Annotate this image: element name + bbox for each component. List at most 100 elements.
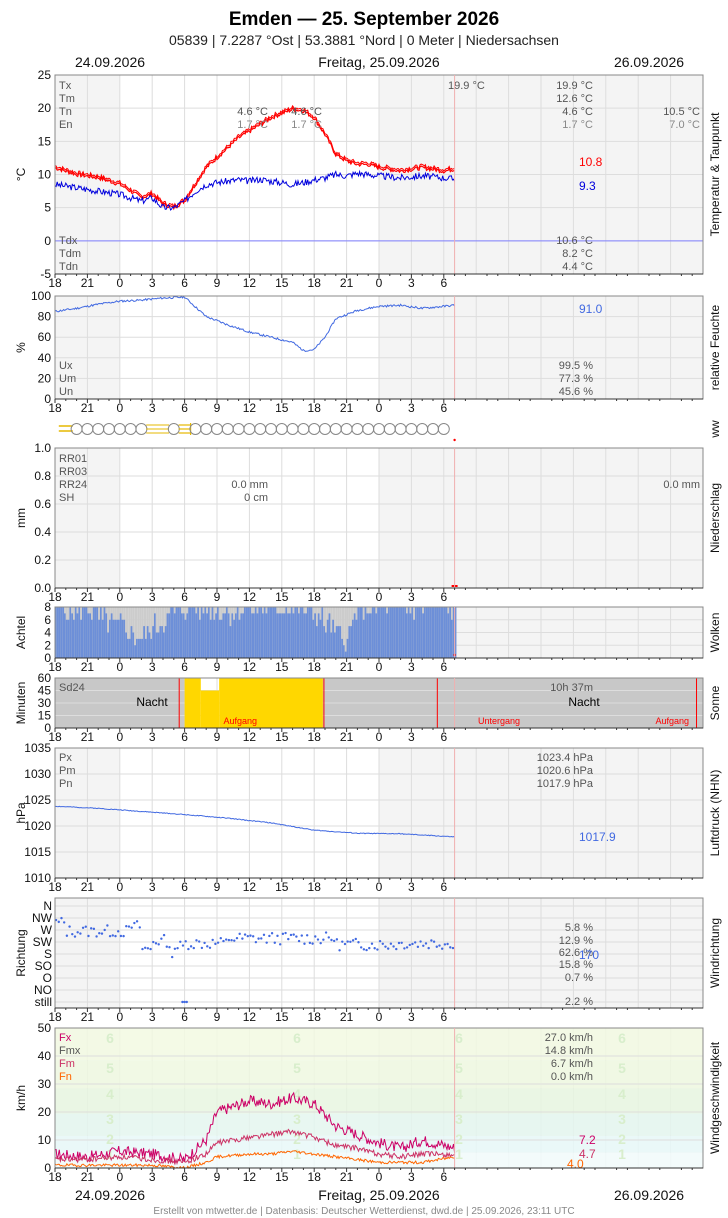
winddir-point [133,921,136,925]
windspeed-x-tick-label: 18 [48,1170,62,1184]
precip-side-label: Niederschlag [708,483,722,553]
cloud-cover-bar [442,607,444,658]
winddir-point [351,939,355,942]
cloud-background-bar [137,607,140,658]
cloud-cover-bar [249,607,252,658]
cloud-cover-bar [278,613,280,658]
footer-credit: Erstellt von mtwetter.de | Datenbasis: D… [153,1206,574,1217]
cloud-cover-bar [357,607,360,658]
winddir-point [222,939,225,943]
winddir-point [81,926,85,929]
winddir-y-tick-label: NW [32,911,53,925]
cloud-cover-bar [425,607,428,658]
ww-clear-symbol [308,423,321,435]
winddir-point [157,943,160,946]
winddir-point [389,942,393,945]
cloud-cover-bar [177,607,180,658]
winddir-point [332,939,336,943]
cloud-background-bar [136,607,138,658]
winddir-point [246,934,249,938]
ww-clear-symbol [232,423,245,435]
winddir-x-tick-label: 15 [275,1010,289,1024]
cloud-cover-bar [67,619,70,658]
winddir-point [219,937,222,940]
winddir-point [322,938,325,941]
cloud-cover-bar [431,607,433,658]
sun-x-tick-label: 18 [308,730,322,744]
sun-x-tick-label: 0 [376,730,383,744]
cloud-cover-bar [429,607,432,658]
windspeed-legend-label: Fm [59,1058,75,1070]
beaufort-number: 2 [293,1131,301,1147]
winddir-point [370,942,374,945]
cloud-cover-bar [256,613,259,658]
cloud-cover-bar [125,632,127,658]
cloud-cover-bar [380,607,383,658]
precip-y-tick-label: 0.6 [34,497,51,511]
winddir-point [146,947,150,950]
winddir-point [430,939,433,942]
cloud-cover-bar [211,607,214,658]
winddir-point [62,921,66,924]
humidity-y-tick-label: 100 [31,289,51,303]
cloud-cover-bar [452,607,455,658]
cloud-cover-bar [343,645,345,658]
cloud-cover-bar [377,607,379,658]
winddir-frequency: 15.8 % [559,959,593,971]
winddir-frequency: 5.8 % [565,922,593,934]
cloud-cover-bar [222,613,225,658]
cloud-cover-bar [386,613,388,658]
temperature-x-tick-label: 3 [149,276,156,290]
ww-clear-symbol [265,423,277,435]
cloud-cover-bar [136,638,138,658]
winddir-point [330,938,333,942]
winddir-x-tick-label: 18 [308,1010,322,1024]
cloud-cover-bar [76,613,79,658]
cloud-cover-bar [388,607,390,658]
cloud-cover-bar [319,619,322,658]
pressure-y-tick-label: 1010 [24,871,51,885]
winddir-y-tick-label: SO [35,959,52,973]
windspeed-legend-label: Fx [59,1032,72,1044]
winddir-point [435,945,438,948]
cloud-cover-bar [438,607,441,658]
cloud-cover-bar [411,607,414,658]
winddir-point [68,925,71,928]
temperature-x-tick-label: 0 [116,276,123,290]
winddir-point [200,946,204,950]
ww-clear-symbol [416,423,429,435]
cloud-cover-bar [73,619,75,658]
cloud-cover-bar [96,607,99,658]
dewpoint-value: 8.2 °C [562,248,593,260]
cloud-cover-bar [314,613,316,658]
beaufort-number: 4 [106,1086,114,1102]
winddir-point [408,943,411,947]
winddir-point [424,942,428,945]
winddir-point [187,947,190,951]
winddir-point [73,935,77,938]
cloud-cover-bar [332,619,334,658]
winddir-calm-point [181,1000,184,1004]
cloud-cover-bar [65,619,68,658]
windspeed-value: 14.8 km/h [545,1045,593,1057]
temperature-prev2-value: 1.7 °C [291,119,322,131]
clouds-x-tick-label: 18 [308,660,322,674]
winddir-x-tick-label: 0 [376,1010,383,1024]
sun-y-tick-label: 15 [38,709,52,723]
beaufort-number: 6 [455,1030,463,1046]
cloud-cover-bar [271,607,273,658]
winddir-point [173,947,177,950]
winddir-point [300,934,303,937]
cloud-cover-bar [163,632,165,658]
winddir-y-tick-label: O [43,971,52,985]
winddir-point [422,944,425,947]
cloud-cover-bar [305,613,307,658]
chart-subtitle: 05839 | 7.2287 °Ost | 53.3881 °Nord | 0 … [169,32,559,48]
cloud-cover-bar [379,607,381,658]
cloud-cover-bar [303,613,306,658]
cloud-cover-bar [71,613,73,658]
humidity-x-tick-label: 21 [340,401,354,415]
